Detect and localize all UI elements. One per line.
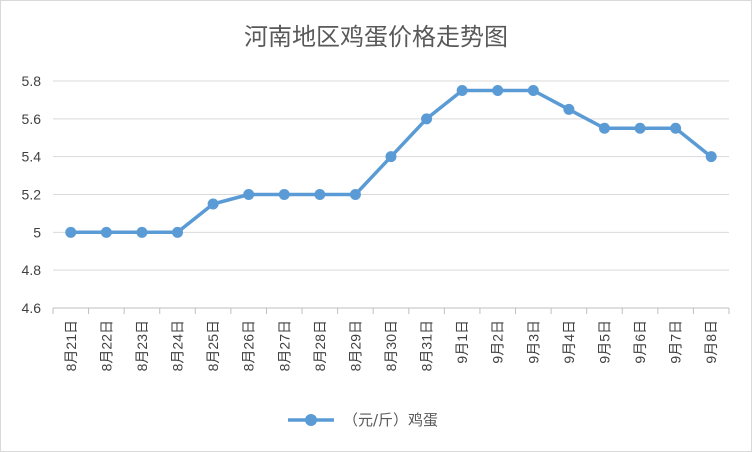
x-tick-label: 8月26日	[241, 320, 257, 371]
data-point	[527, 84, 539, 96]
data-point	[100, 226, 112, 238]
x-tick-label: 9月2日	[490, 320, 506, 364]
data-point	[705, 151, 717, 163]
chart-title: 河南地区鸡蛋价格走势图	[244, 23, 508, 51]
data-point	[563, 103, 575, 115]
y-tick-label: 5.2	[22, 187, 42, 203]
x-tick-label: 9月4日	[561, 320, 577, 364]
data-point	[65, 226, 77, 238]
series-layer	[65, 84, 717, 238]
data-point	[172, 226, 184, 238]
x-axis-ticks: 8月21日 8月22日 8月23日 8月24日 8月25日 8月26日 8月27日 8月28日…	[52, 308, 730, 371]
data-point	[136, 226, 148, 238]
x-tick-label: 9月7日	[668, 320, 684, 364]
data-point	[492, 84, 504, 96]
x-tick-label: 9月5日	[596, 320, 612, 364]
x-tick-label: 8月30日	[383, 320, 399, 371]
data-point	[207, 198, 219, 210]
x-tick-label: 8月27日	[276, 320, 292, 371]
x-tick-label: 8月25日	[205, 320, 221, 371]
data-point	[421, 113, 433, 125]
data-point	[670, 122, 682, 134]
y-axis-ticks: 4.6 4.8 5 5.2 5.4 5.6 5.8	[22, 73, 42, 316]
data-point	[349, 189, 361, 200]
gridlines	[53, 80, 729, 309]
x-tick-label: 8月29日	[347, 320, 363, 371]
x-tick-label: 9月1日	[454, 320, 470, 364]
x-tick-label: 8月21日	[63, 320, 79, 371]
x-tick-label: 9月3日	[525, 320, 541, 364]
x-tick-label: 8月24日	[170, 320, 186, 371]
y-tick-label: 4.8	[22, 262, 42, 278]
x-tick-label: 8月22日	[98, 320, 114, 371]
x-tick-label: 8月28日	[312, 320, 328, 371]
data-point	[598, 122, 610, 134]
data-point	[243, 189, 255, 200]
legend-marker	[305, 414, 317, 426]
x-tick-label: 9月8日	[703, 320, 719, 364]
x-tick-label: 8月31日	[419, 320, 435, 371]
data-point	[634, 122, 646, 134]
x-tick-label: 9月6日	[632, 320, 648, 364]
data-point	[385, 151, 397, 163]
legend-label: （元/斤）鸡蛋	[343, 411, 438, 429]
y-tick-label: 5.6	[22, 111, 42, 127]
y-tick-label: 5	[33, 224, 41, 240]
legend: （元/斤）鸡蛋	[288, 411, 438, 429]
data-point	[314, 189, 326, 200]
data-point	[278, 189, 290, 200]
x-tick-label: 8月23日	[134, 320, 150, 371]
y-tick-label: 4.6	[22, 300, 42, 316]
y-tick-label: 5.4	[22, 149, 42, 165]
data-point	[456, 84, 468, 96]
y-tick-label: 5.8	[22, 73, 42, 89]
